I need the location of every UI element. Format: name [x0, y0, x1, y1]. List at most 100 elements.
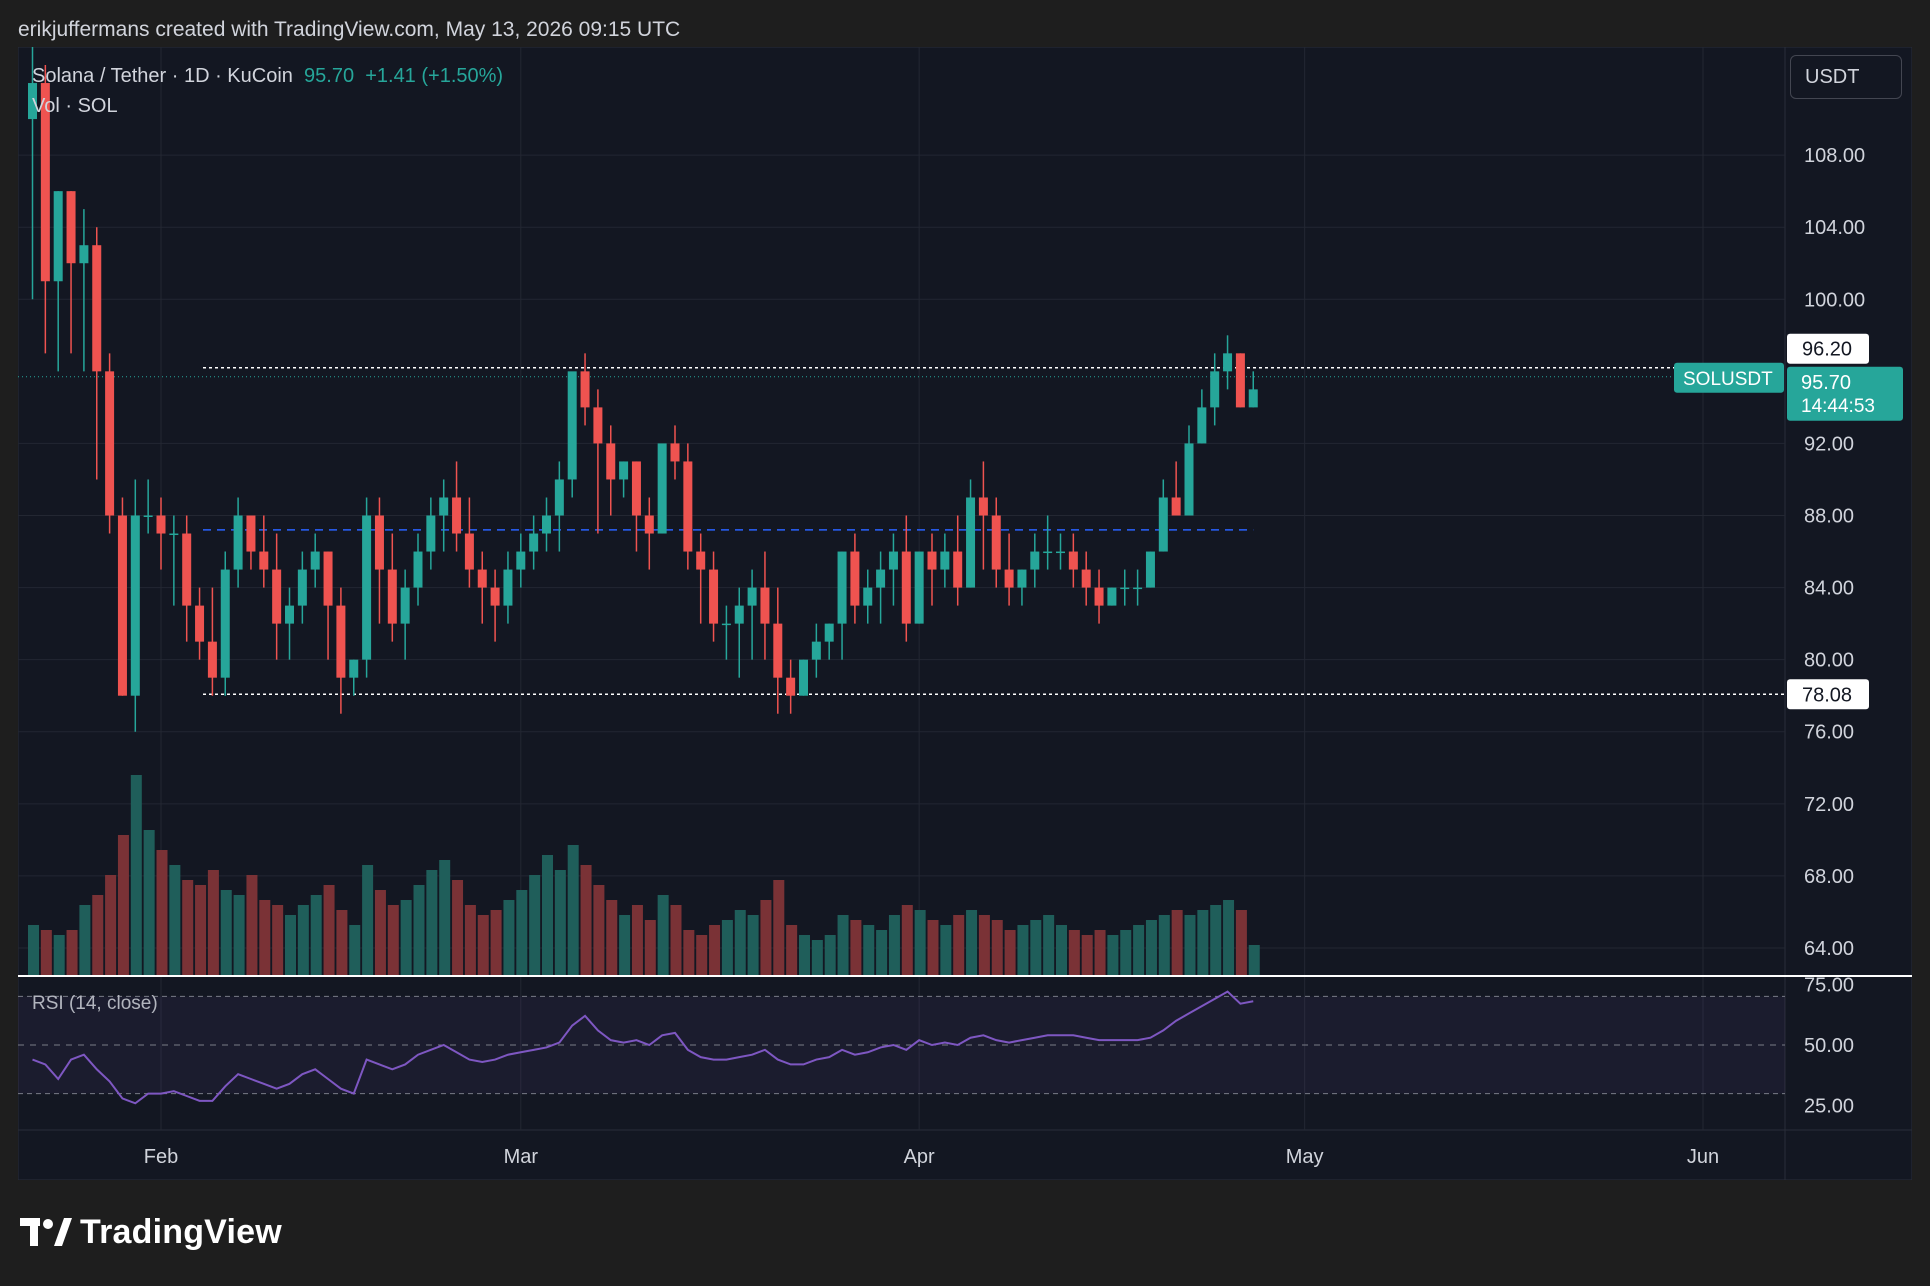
- volume-bar: [477, 915, 489, 975]
- volume-bar: [631, 905, 643, 975]
- volume-bar: [362, 865, 374, 975]
- candle-body: [593, 407, 603, 444]
- volume-bar: [1068, 930, 1080, 975]
- symbol-tag-bg: [1674, 362, 1784, 393]
- volume-bar: [606, 900, 618, 975]
- candle-body: [542, 515, 551, 534]
- time-tick-label: Jun: [1687, 1146, 1719, 1168]
- price-tick-label: 68.00: [1804, 866, 1854, 888]
- price-tick-label: 100.00: [1804, 289, 1865, 311]
- support-price-tag-bg: [1787, 679, 1869, 710]
- volume-bar: [28, 925, 39, 975]
- volume-bar: [888, 915, 900, 975]
- rsi-tick-label: 50.00: [1804, 1035, 1854, 1057]
- candlestick-chart[interactable]: 108.00 104.00 100.00 92.00 88.00 84.00 80.00 76…: [18, 47, 1912, 1180]
- candle-body: [220, 569, 230, 678]
- price-tick-label: 72.00: [1804, 794, 1854, 816]
- symbol-name[interactable]: Solana / Tether · 1D · KuCoin: [32, 65, 293, 87]
- volume-bar: [490, 910, 502, 975]
- candle-body: [1197, 407, 1207, 444]
- volume-bar: [567, 845, 579, 975]
- candle-body: [426, 515, 436, 552]
- candle-body: [66, 191, 76, 264]
- candle-body: [1223, 353, 1233, 372]
- candle-body: [233, 515, 243, 570]
- rsi-tick-label: 75.00: [1804, 974, 1854, 996]
- volume-bar: [1017, 925, 1029, 975]
- volume-legend[interactable]: Vol · SOL: [32, 95, 118, 117]
- volume-bar: [1145, 920, 1157, 975]
- candle-body: [657, 443, 667, 534]
- currency-button[interactable]: USDT: [1790, 55, 1902, 99]
- candle-body: [53, 191, 63, 282]
- volume-bar: [156, 850, 168, 975]
- candle-body: [92, 245, 102, 372]
- volume-bar: [182, 880, 194, 975]
- chart-header: erikjuffermans created with TradingView.…: [18, 18, 681, 41]
- candle-body: [362, 515, 372, 660]
- candle-body: [1068, 551, 1078, 570]
- candle-body: [863, 587, 873, 606]
- candle-body: [207, 641, 217, 678]
- volume-bar: [786, 925, 798, 975]
- volume-bar: [1158, 915, 1170, 975]
- volume-bar: [233, 895, 245, 975]
- symbol-legend: Solana / Tether · 1D · KuCoin 95.70 +1.4…: [32, 61, 503, 121]
- candle-body: [1056, 551, 1065, 554]
- candle-body: [606, 443, 616, 480]
- volume-bar: [349, 925, 361, 975]
- candle-body: [683, 461, 693, 552]
- volume-bar: [619, 915, 631, 975]
- volume-bar: [1056, 925, 1067, 975]
- candle-body: [824, 623, 834, 642]
- volume-bar: [940, 925, 952, 975]
- candle-body: [953, 551, 963, 588]
- chart-frame[interactable]: 108.00 104.00 100.00 92.00 88.00 84.00 80.00 76…: [18, 47, 1912, 1180]
- volume-bar: [323, 885, 335, 975]
- candle-body: [991, 515, 1001, 570]
- candle-body: [529, 533, 539, 552]
- time-tick-label: Apr: [904, 1146, 935, 1168]
- volume-bar: [760, 900, 772, 975]
- candle-body: [580, 371, 590, 408]
- volume-bar: [413, 885, 425, 975]
- volume-bar: [863, 925, 875, 975]
- candle-body: [876, 569, 886, 588]
- volume-bar: [721, 920, 733, 975]
- volume-bar: [1133, 925, 1145, 975]
- candle-body: [786, 677, 796, 696]
- candle-body: [837, 551, 847, 624]
- rsi-band: [18, 996, 1785, 1094]
- candle-body: [387, 569, 397, 624]
- candle-body: [734, 605, 744, 624]
- volume-bar: [1004, 930, 1016, 975]
- chart-background: [18, 47, 1912, 1180]
- candle-body: [966, 497, 976, 588]
- candle-body: [696, 551, 706, 570]
- candle-body: [323, 551, 333, 606]
- candle-body: [631, 461, 641, 516]
- candle-body: [349, 659, 359, 678]
- volume-bar: [657, 895, 669, 975]
- rsi-legend[interactable]: RSI (14, close): [32, 993, 158, 1014]
- candle-body: [619, 461, 629, 480]
- volume-bar: [117, 835, 129, 975]
- current-price-tag-bg: [1787, 366, 1903, 421]
- price-tick-label: 88.00: [1804, 506, 1854, 528]
- candle-body: [1030, 551, 1040, 570]
- price-tick-label: 92.00: [1804, 433, 1854, 455]
- candle-body: [773, 623, 783, 678]
- candle-body: [940, 551, 950, 570]
- resistance-price-tag-text: 96.20: [1802, 339, 1852, 361]
- volume-bar: [310, 895, 322, 975]
- volume-bar: [1197, 910, 1209, 975]
- volume-bar: [259, 900, 271, 975]
- candle-body: [246, 515, 256, 552]
- price-tick-label: 80.00: [1804, 650, 1854, 672]
- volume-bar: [747, 915, 759, 975]
- candle-body: [1081, 569, 1091, 588]
- volume-bar: [426, 870, 438, 975]
- candle-body: [105, 371, 115, 516]
- candle-body: [850, 551, 860, 606]
- candle-body: [503, 569, 513, 606]
